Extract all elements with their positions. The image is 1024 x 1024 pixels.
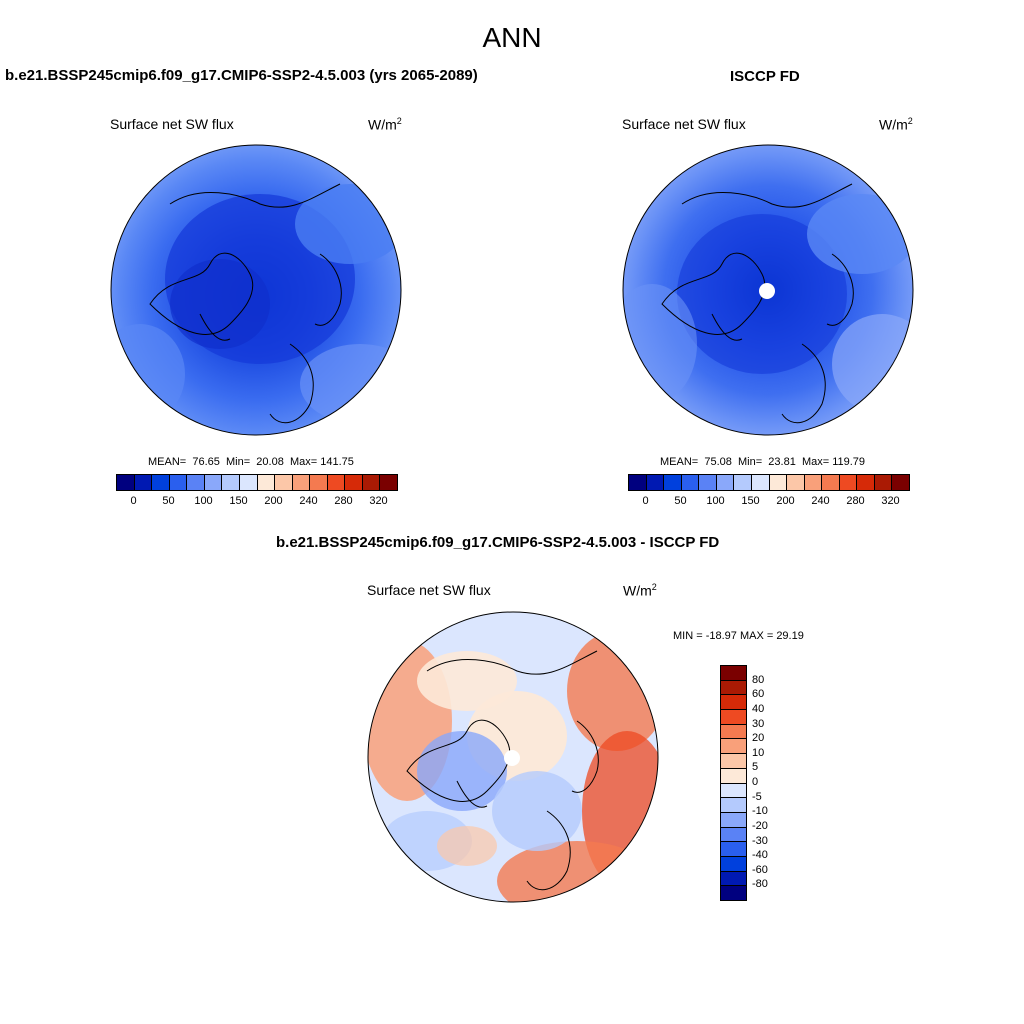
colorbar-box [787, 475, 805, 490]
main-title: ANN [482, 22, 542, 53]
colorbar-box [721, 798, 746, 813]
colorbar-tick-label: 150 [741, 495, 760, 507]
colorbar-tick-label: 240 [811, 495, 830, 507]
colorbar-box [874, 475, 893, 490]
colorbar-box [275, 475, 293, 490]
obs-variable-label: Surface net SW flux [622, 116, 746, 132]
colorbar-box [721, 856, 746, 872]
colorbar-box [699, 475, 717, 490]
colorbar-box [721, 886, 746, 900]
colorbar-tick-label: 240 [299, 495, 318, 507]
colorbar-box [721, 739, 746, 755]
colorbar-tick-label: 0 [752, 776, 759, 788]
colorbar-tick-label: -5 [752, 790, 762, 803]
obs-units-label: W/m2 [879, 116, 913, 133]
model-stats: MEAN= 76.65 Min= 20.08 Max= 141.75 [148, 456, 354, 468]
colorbar-tick-label: 280 [846, 495, 865, 507]
colorbar-tick-label: 60 [752, 688, 765, 701]
colorbar-box [721, 710, 746, 725]
colorbar-box [716, 475, 735, 490]
diff-polar-map [367, 611, 659, 903]
colorbar-box [664, 475, 682, 490]
colorbar-box [117, 475, 135, 490]
obs-stats: MEAN= 75.08 Min= 23.81 Max= 119.79 [660, 456, 866, 468]
colorbar-box [292, 475, 311, 490]
colorbar-box [327, 475, 346, 490]
colorbar-tick-label: -60 [752, 863, 768, 876]
colorbar-box [721, 768, 746, 784]
model-variable-label: Surface net SW flux [110, 116, 234, 132]
colorbar-tick-label: -40 [752, 849, 768, 862]
colorbar-box [134, 475, 153, 490]
obs-colorbar [628, 474, 910, 491]
colorbar-box [721, 724, 746, 740]
colorbar-box [721, 695, 746, 711]
colorbar-tick-label: 5 [752, 761, 759, 774]
colorbar-box [751, 475, 770, 490]
colorbar-box [892, 475, 909, 490]
colorbar-box [734, 475, 752, 490]
obs-panel-title: ISCCP FD [730, 68, 800, 85]
colorbar-box [204, 475, 223, 490]
colorbar-box [629, 475, 647, 490]
colorbar-box [721, 827, 746, 843]
diff-panel-title: b.e21.BSSP245cmip6.f09_g17.CMIP6-SSP2-4.… [276, 534, 720, 551]
colorbar-box [822, 475, 840, 490]
colorbar-box [721, 666, 746, 681]
colorbar-box [839, 475, 858, 490]
colorbar-box [257, 475, 276, 490]
colorbar-box [152, 475, 170, 490]
colorbar-box [169, 475, 188, 490]
colorbar-tick-label: 100 [706, 495, 725, 507]
colorbar-box [721, 754, 746, 769]
model-panel-title: b.e21.BSSP245cmip6.f09_g17.CMIP6-SSP2-4.… [5, 67, 478, 84]
diff-minmax: MIN = -18.97 MAX = 29.19 [673, 630, 804, 642]
colorbar-tick-label: 280 [334, 495, 353, 507]
colorbar-box [222, 475, 240, 490]
colorbar-box [721, 842, 746, 857]
colorbar-tick-label: 20 [752, 732, 765, 745]
colorbar-tick-label: 50 [674, 495, 687, 507]
colorbar-box [345, 475, 363, 490]
colorbar-box [239, 475, 258, 490]
colorbar-tick-label: -10 [752, 805, 768, 818]
diff-variable-label: Surface net SW flux [367, 582, 491, 598]
colorbar-tick-label: 200 [776, 495, 795, 507]
colorbar-box [681, 475, 700, 490]
colorbar-tick-label: 40 [752, 702, 765, 715]
colorbar-box [857, 475, 875, 490]
colorbar-tick-label: 50 [162, 495, 175, 507]
colorbar-box [380, 475, 397, 490]
model-colorbar [116, 474, 398, 491]
model-polar-map [110, 144, 402, 436]
colorbar-tick-label: 320 [881, 495, 900, 507]
colorbar-tick-label: -20 [752, 819, 768, 832]
colorbar-tick-label: 100 [194, 495, 213, 507]
colorbar-tick-label: 30 [752, 717, 765, 730]
model-units-label: W/m2 [368, 116, 402, 133]
diff-units-label: W/m2 [623, 582, 657, 599]
colorbar-tick-label: 10 [752, 746, 765, 759]
colorbar-tick-label: -30 [752, 834, 768, 847]
colorbar-box [310, 475, 328, 490]
colorbar-box [769, 475, 788, 490]
colorbar-tick-label: -80 [752, 878, 768, 891]
colorbar-tick-label: 0 [130, 495, 137, 507]
diff-colorbar [720, 665, 747, 901]
colorbar-box [646, 475, 665, 490]
colorbar-tick-label: 200 [264, 495, 283, 507]
colorbar-box [721, 680, 746, 696]
obs-polar-map [622, 144, 914, 436]
colorbar-box [362, 475, 381, 490]
colorbar-box [721, 783, 746, 799]
colorbar-box [721, 812, 746, 828]
colorbar-box [187, 475, 205, 490]
colorbar-tick-label: 150 [229, 495, 248, 507]
colorbar-box [804, 475, 823, 490]
colorbar-tick-label: 80 [752, 673, 765, 686]
colorbar-tick-label: 0 [642, 495, 649, 507]
colorbar-tick-label: 320 [369, 495, 388, 507]
colorbar-box [721, 871, 746, 887]
